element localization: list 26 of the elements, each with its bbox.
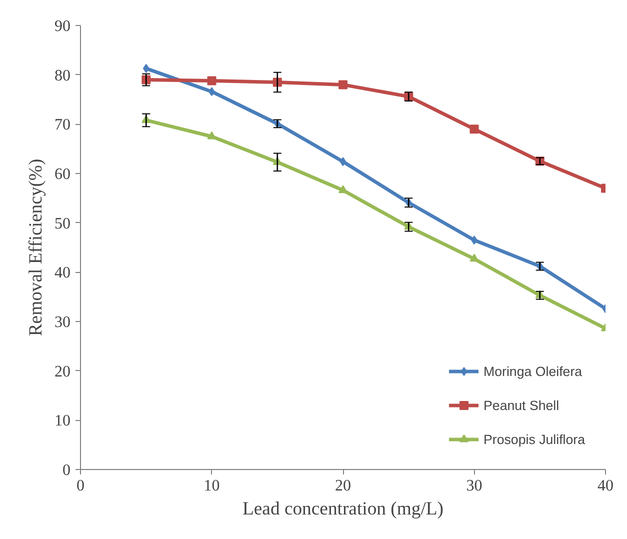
point [142,64,150,73]
y-tick-label: 0 [62,462,70,479]
x-tick-label: 10 [204,478,220,494]
legend-label: Moringa Oleifera [484,364,582,378]
x-tick-label: 0 [76,478,84,494]
y-axis-title: Removal Efficiency(%) [26,158,46,336]
point [338,185,348,194]
y-tick-label: 20 [54,363,70,380]
x-tick-label: 20 [335,478,351,494]
y-tick-label: 40 [54,264,70,282]
y-tick-label: 30 [54,314,70,331]
y-tick-label: 90 [54,18,70,35]
point [338,80,348,90]
x-tick-label: 30 [466,478,482,494]
point [340,157,346,166]
y-tick-label: 80 [54,67,70,84]
legend-label: Peanut Shell [484,398,560,412]
x-tick-label: 40 [598,478,614,494]
point [470,124,479,134]
y-tick-label: 70 [54,116,70,134]
y-tick-label: 10 [54,412,70,430]
point [207,76,216,86]
x-axis-title: Lead concentration (mg/L) [242,498,444,520]
legend-label: Prosopis Juliflora [484,432,585,446]
y-tick-label: 50 [54,215,70,232]
y-tick-label: 60 [54,166,70,183]
